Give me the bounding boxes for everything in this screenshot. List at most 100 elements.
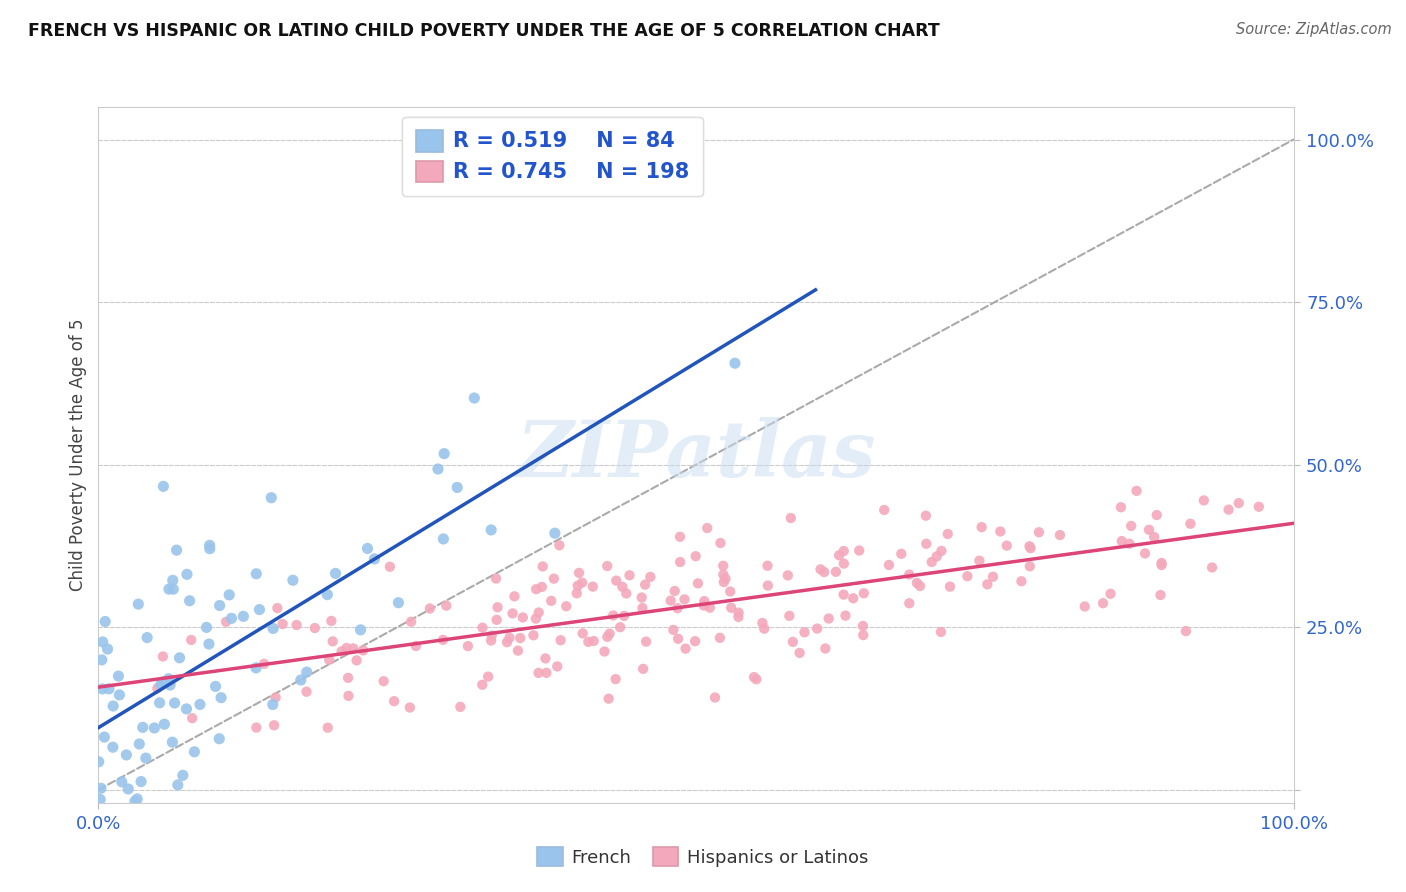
Point — [249, 602, 271, 616]
Point — [477, 670, 499, 684]
Point — [1099, 587, 1122, 601]
Point — [814, 641, 837, 656]
Point — [262, 622, 284, 636]
Point — [387, 596, 409, 610]
Point — [111, 775, 134, 789]
Point — [498, 631, 520, 645]
Point — [614, 586, 637, 600]
Legend: French, Hispanics or Latinos: French, Hispanics or Latinos — [530, 840, 876, 874]
Point — [316, 721, 339, 735]
Point — [813, 565, 835, 579]
Point — [163, 696, 186, 710]
Point — [1010, 574, 1032, 589]
Point — [693, 594, 716, 608]
Point — [457, 639, 479, 653]
Point — [245, 566, 267, 581]
Point — [754, 622, 776, 636]
Point — [176, 567, 198, 582]
Point — [555, 599, 578, 614]
Point — [262, 698, 284, 712]
Point — [285, 618, 308, 632]
Point — [485, 572, 508, 586]
Point — [232, 609, 254, 624]
Point — [97, 681, 120, 696]
Point — [1018, 559, 1040, 574]
Point — [93, 730, 115, 744]
Point — [693, 599, 716, 613]
Point — [1137, 523, 1160, 537]
Point — [503, 590, 526, 604]
Point — [337, 671, 360, 685]
Point — [449, 699, 471, 714]
Point — [669, 530, 692, 544]
Point — [524, 612, 547, 626]
Point — [87, 755, 110, 769]
Point — [666, 632, 689, 646]
Point — [582, 634, 605, 648]
Point — [104, 815, 127, 830]
Point — [266, 601, 288, 615]
Point — [198, 637, 221, 651]
Point — [699, 600, 721, 615]
Point — [481, 629, 503, 643]
Point — [101, 740, 124, 755]
Point — [1121, 519, 1143, 533]
Point — [295, 665, 318, 679]
Point — [936, 527, 959, 541]
Point — [295, 684, 318, 698]
Point — [683, 634, 706, 648]
Point — [349, 623, 371, 637]
Point — [550, 633, 572, 648]
Point — [596, 630, 619, 644]
Point — [709, 536, 731, 550]
Point — [179, 594, 201, 608]
Point — [176, 702, 198, 716]
Point — [108, 688, 131, 702]
Point — [988, 524, 1011, 539]
Point — [157, 672, 180, 686]
Point — [582, 580, 605, 594]
Point — [263, 718, 285, 732]
Point — [204, 680, 226, 694]
Point — [534, 651, 557, 665]
Point — [1118, 537, 1140, 551]
Point — [260, 491, 283, 505]
Point — [890, 547, 912, 561]
Point — [382, 694, 405, 708]
Point — [1049, 528, 1071, 542]
Point — [631, 662, 654, 676]
Point — [832, 544, 855, 558]
Point — [925, 549, 948, 564]
Point — [842, 591, 865, 606]
Point — [91, 635, 114, 649]
Point — [115, 747, 138, 762]
Point — [321, 614, 343, 628]
Point — [810, 562, 832, 576]
Point — [183, 745, 205, 759]
Point — [143, 721, 166, 735]
Point — [659, 593, 682, 607]
Point — [1150, 558, 1173, 572]
Point — [929, 624, 952, 639]
Point — [540, 594, 562, 608]
Point — [531, 559, 554, 574]
Point — [640, 570, 662, 584]
Point — [776, 568, 799, 582]
Point — [908, 579, 931, 593]
Point — [613, 608, 636, 623]
Point — [399, 700, 422, 714]
Point — [565, 586, 588, 600]
Point — [162, 582, 184, 596]
Point — [669, 555, 692, 569]
Y-axis label: Child Poverty Under the Age of 5: Child Poverty Under the Age of 5 — [69, 318, 87, 591]
Point — [686, 576, 709, 591]
Point — [208, 731, 231, 746]
Point — [105, 815, 128, 830]
Point — [463, 391, 485, 405]
Point — [342, 641, 364, 656]
Point — [157, 582, 180, 596]
Point — [548, 538, 571, 552]
Point — [593, 644, 616, 658]
Point — [264, 690, 287, 705]
Point — [485, 613, 508, 627]
